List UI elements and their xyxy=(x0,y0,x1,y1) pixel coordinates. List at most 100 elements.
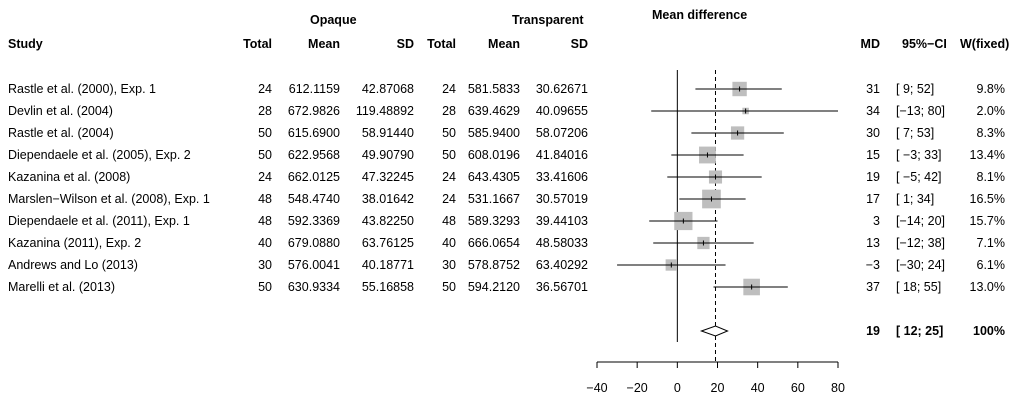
sd2-cell: 48.58033 xyxy=(535,236,588,250)
sd1-cell: 49.90790 xyxy=(361,148,414,162)
total1-cell: 30 xyxy=(258,258,272,272)
total2-cell: 40 xyxy=(442,236,456,250)
x-tick-label: −40 xyxy=(586,381,607,393)
sd2-cell: 41.84016 xyxy=(535,148,588,162)
total2-header: Total xyxy=(427,37,456,51)
ci-cell: [ −5; 42] xyxy=(896,170,942,184)
study-name: Marslen−Wilson et al. (2008), Exp. 1 xyxy=(8,192,210,206)
ci-cell: [−13; 80] xyxy=(896,104,945,118)
pooled-weight: 100% xyxy=(973,324,1005,338)
md-cell: 17 xyxy=(866,192,880,206)
md-cell: 3 xyxy=(873,214,880,228)
weight-cell: 8.1% xyxy=(976,170,1006,184)
mean1-cell: 662.0125 xyxy=(287,170,340,184)
total1-cell: 50 xyxy=(258,126,272,140)
group1-header: Opaque xyxy=(310,13,357,27)
weight-cell: 13.4% xyxy=(969,148,1005,162)
mean2-cell: 585.9400 xyxy=(467,126,520,140)
ci-cell: [−12; 38] xyxy=(896,236,945,250)
ci-cell: [ −3; 33] xyxy=(896,148,942,162)
study-name: Andrews and Lo (2013) xyxy=(8,258,138,272)
weight-cell: 9.8% xyxy=(976,82,1006,96)
mean2-cell: 589.3293 xyxy=(467,214,520,228)
md-cell: 13 xyxy=(866,236,880,250)
total2-cell: 48 xyxy=(442,214,456,228)
sd1-cell: 40.18771 xyxy=(361,258,414,272)
x-tick-label: −20 xyxy=(627,381,648,393)
ci-cell: [−30; 24] xyxy=(896,258,945,272)
study-name: Kazanina (2011), Exp. 2 xyxy=(8,236,142,250)
weight-header: W(fixed) xyxy=(960,37,1010,51)
mean1-cell: 592.3369 xyxy=(287,214,340,228)
sd1-cell: 55.16858 xyxy=(361,280,414,294)
mean1-cell: 612.1159 xyxy=(288,82,340,96)
sd2-cell: 30.57019 xyxy=(535,192,588,206)
mean1-cell: 622.9568 xyxy=(287,148,340,162)
mean2-cell: 531.1667 xyxy=(467,192,520,206)
total1-header: Total xyxy=(243,37,272,51)
total1-cell: 28 xyxy=(258,104,272,118)
sd2-cell: 40.09655 xyxy=(535,104,588,118)
sd2-cell: 36.56701 xyxy=(535,280,588,294)
mean2-cell: 639.4629 xyxy=(467,104,520,118)
pooled-ci: [ 12; 25] xyxy=(896,324,944,338)
mean1-cell: 576.0041 xyxy=(287,258,340,272)
sd1-cell: 38.01642 xyxy=(361,192,414,206)
study-name: Rastle et al. (2004) xyxy=(8,126,114,140)
mean1-cell: 672.9826 xyxy=(287,104,340,118)
study-name: Rastle et al. (2000), Exp. 1 xyxy=(8,82,156,96)
sd1-cell: 47.32245 xyxy=(361,170,414,184)
total1-cell: 48 xyxy=(258,192,272,206)
sd1-header: SD xyxy=(396,37,414,51)
md-cell: 19 xyxy=(866,170,880,184)
study-marks xyxy=(617,81,838,296)
study-name: Marelli et al. (2013) xyxy=(8,280,115,294)
total1-cell: 50 xyxy=(258,280,272,294)
md-cell: 31 xyxy=(866,82,880,96)
study-name: Devlin et al. (2004) xyxy=(8,104,113,118)
md-cell: 15 xyxy=(866,148,880,162)
total2-cell: 24 xyxy=(442,82,456,96)
ci-cell: [ 18; 55] xyxy=(896,280,942,294)
md-cell: −3 xyxy=(865,258,880,272)
sd2-header: SD xyxy=(570,37,588,51)
total1-cell: 50 xyxy=(258,148,272,162)
mean2-cell: 578.8752 xyxy=(467,258,520,272)
mean1-cell: 679.0880 xyxy=(287,236,340,250)
weight-cell: 8.3% xyxy=(976,126,1006,140)
mean2-cell: 666.0654 xyxy=(467,236,520,250)
total2-cell: 28 xyxy=(442,104,456,118)
ci-cell: [ 1; 34] xyxy=(896,192,935,206)
x-tick-label: 0 xyxy=(674,381,681,393)
weight-cell: 7.1% xyxy=(976,236,1006,250)
sd2-cell: 33.41606 xyxy=(535,170,588,184)
md-cell: 34 xyxy=(866,104,880,118)
mean1-header: Mean xyxy=(308,37,340,51)
total1-cell: 24 xyxy=(258,170,272,184)
weight-cell: 6.1% xyxy=(976,258,1006,272)
sd1-cell: 63.76125 xyxy=(361,236,414,250)
total2-cell: 50 xyxy=(442,126,456,140)
x-tick-label: 20 xyxy=(711,381,725,393)
sd2-cell: 58.07206 xyxy=(535,126,588,140)
md-header: MD xyxy=(860,37,880,51)
mean1-cell: 630.9334 xyxy=(287,280,340,294)
total2-cell: 24 xyxy=(442,170,456,184)
sd2-cell: 63.40292 xyxy=(535,258,588,272)
study-header: Study xyxy=(8,37,43,51)
md-cell: 30 xyxy=(866,126,880,140)
study-name: Diependaele et al. (2005), Exp. 2 xyxy=(8,148,191,162)
weight-cell: 2.0% xyxy=(976,104,1006,118)
total2-cell: 30 xyxy=(442,258,456,272)
sd2-cell: 39.44103 xyxy=(535,214,588,228)
x-axis-ticks: −40 −20 0 20 40 60 80 xyxy=(586,362,845,393)
mean1-cell: 615.6900 xyxy=(287,126,340,140)
pooled-diamond xyxy=(699,325,729,337)
x-tick-label: 40 xyxy=(751,381,765,393)
ci-cell: [ 9; 52] xyxy=(896,82,935,96)
sd2-cell: 30.62671 xyxy=(535,82,588,96)
sd1-cell: 42.87068 xyxy=(361,82,414,96)
md-cell: 37 xyxy=(866,280,880,294)
mean1-cell: 548.4740 xyxy=(287,192,340,206)
